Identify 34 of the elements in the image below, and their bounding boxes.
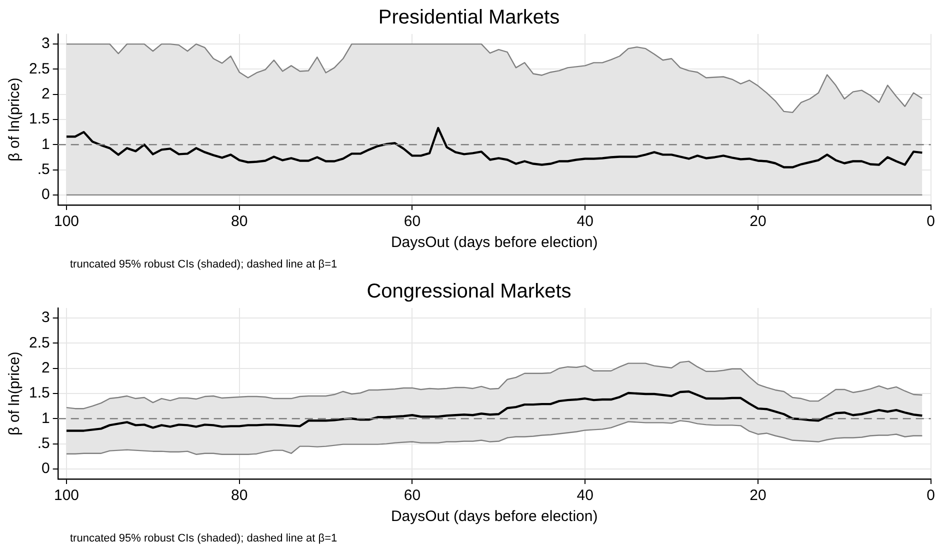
x-tick-label: 40 <box>576 487 594 504</box>
x-axis-title: DaysOut (days before election) <box>390 508 598 526</box>
text: truncated 95% robust CIs (shaded); dashed line at β=1 <box>70 532 338 545</box>
chart-title: Presidential Markets <box>378 6 560 29</box>
y-tick-label: 2 <box>42 359 50 376</box>
x-tick-label: 100 <box>54 213 80 230</box>
x-tick-label: 100 <box>54 487 80 504</box>
y-tick-label: 0 <box>42 186 50 204</box>
y-tick-label: 2.5 <box>28 60 50 78</box>
y-tick-label: 1 <box>42 410 50 427</box>
x-tick-label: 60 <box>404 487 421 504</box>
y-tick-label: 3 <box>42 309 50 326</box>
y-tick-label: 1 <box>42 136 50 153</box>
y-tick-label: .5 <box>37 434 50 452</box>
x-tick-label: 80 <box>231 213 248 230</box>
text: truncated 95% robust CIs (shaded); dashed line at β=1 <box>70 258 338 271</box>
x-axis-title: DaysOut (days before election) <box>390 234 598 252</box>
chart-title: Congressional Markets <box>366 280 572 303</box>
x-tick-label: 40 <box>576 213 594 230</box>
y-tick-label: 1.5 <box>28 384 50 402</box>
x-tick-label: 20 <box>750 213 766 230</box>
x-tick-label: 0 <box>926 213 935 230</box>
y-tick-label: 2.5 <box>28 334 50 352</box>
x-tick-label: 20 <box>750 487 766 504</box>
y-tick-label: .5 <box>37 160 50 178</box>
y-axis-title: β of ln(price) <box>6 352 24 436</box>
x-tick-label: 80 <box>231 487 248 504</box>
y-tick-label: 1.5 <box>28 110 50 128</box>
y-axis-title: β of ln(price) <box>6 78 24 162</box>
y-tick-label: 3 <box>42 35 50 52</box>
y-tick-label: 0 <box>42 460 50 478</box>
x-tick-label: 60 <box>404 213 421 230</box>
y-tick-label: 2 <box>42 85 50 102</box>
x-tick-label: 0 <box>926 487 935 504</box>
